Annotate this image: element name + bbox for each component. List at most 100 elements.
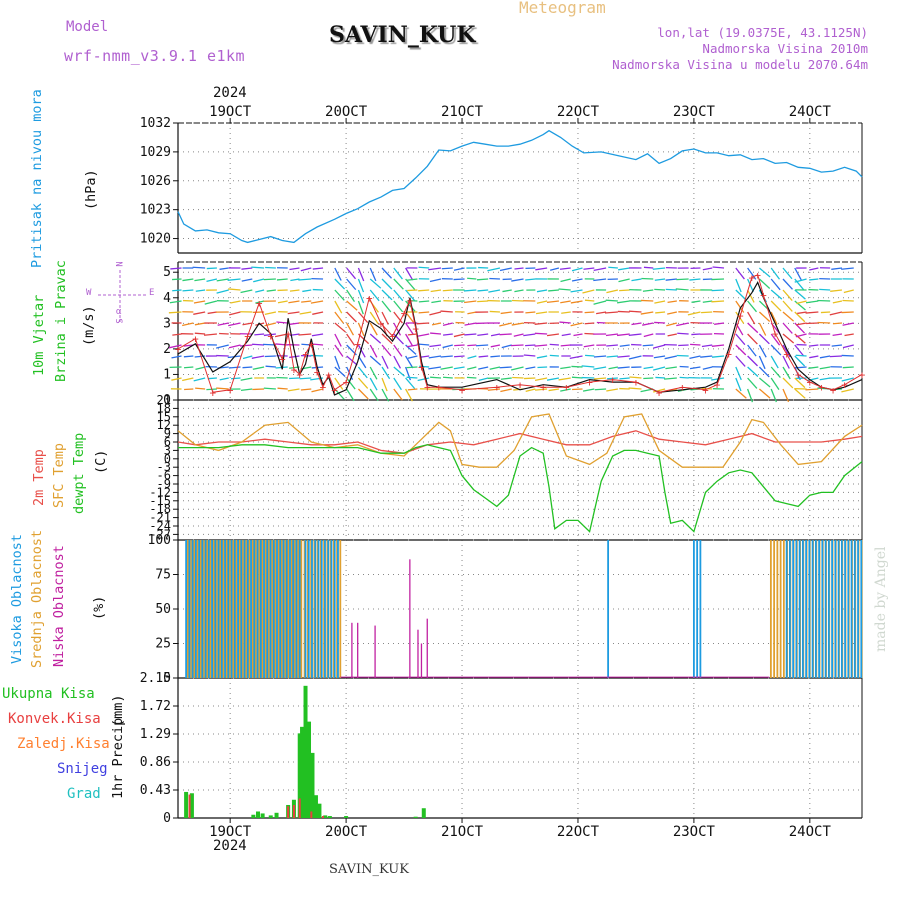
wind-arrow [687,311,701,316]
wind-arrow [301,300,312,303]
wind-arrow [525,311,536,314]
wind-arrow [842,366,854,369]
wind-arrow [453,267,465,271]
wind-arrow [616,333,630,337]
wind-arrow [665,278,677,281]
wind-arrow [182,278,194,282]
wind-arrow [393,322,402,336]
wind-arrow [582,289,595,294]
wind-arrow [534,377,548,382]
wind-arrow [182,289,194,292]
wind-arrow [711,300,725,303]
gust-marker: + [586,376,593,389]
wind-arrow [809,267,819,271]
wind-arrow [747,300,758,313]
total-precip-bar [297,733,302,818]
model-altitude-label: Nadmorska Visina u modelu 2070.64m [612,57,868,72]
wind-arrow [405,300,416,312]
wind-arrow [289,322,300,325]
wind-arrow [842,299,854,302]
wind-arrow [276,278,288,281]
t2m-label: 2m Temp [31,449,47,506]
wind-arrow [794,344,805,357]
wind-arrow [381,289,393,301]
wind-arrow [477,289,489,292]
gust-marker: + [737,310,744,323]
gust-marker: + [563,381,570,394]
wind-arrow [607,377,618,380]
wind-arrow [334,322,346,333]
gust-marker: + [494,381,501,394]
wind-arrow [240,377,253,381]
wind-arrow [416,333,430,338]
wind-arrow [665,366,677,370]
gust-marker: + [795,368,802,381]
wind-arrow [689,278,701,281]
wind-arrow [405,311,415,324]
gust-marker: + [540,381,547,394]
x-tick-label-top: 23OCT [673,104,716,120]
precip-unit: (mm) [110,694,126,727]
precip-label: 1hr Precip [110,717,126,799]
wind-arrow [831,267,843,270]
wind-arrow [290,278,300,282]
wind-arrow [453,366,465,370]
pressure-label: Pritisak na nivou mora [29,89,45,268]
wind-arrow [667,311,677,315]
legend-snow: Snijeg [57,761,108,777]
wind-arrow [466,376,477,379]
wind-arrow [794,377,806,389]
wind-arrow [369,289,380,302]
wind-arrow [381,366,391,380]
wind-arrow [346,289,356,302]
wind-arrow [369,322,378,336]
wind-arrow [794,289,806,300]
wind-arrow [795,333,807,338]
wind-arrow [182,322,194,327]
y-tick-label: 100 [148,533,171,548]
wind-arrow [735,278,742,293]
wind-arrow [758,333,770,345]
wind-arrow [794,355,806,367]
y-tick-label: 5 [163,265,171,280]
wind-arrow [782,333,795,344]
wind-arrow [664,377,677,380]
x-tick-label-bottom: 20OCT [325,824,368,840]
wind-arrow [525,388,536,393]
total-precip-bar [274,812,279,818]
wind-arrow [536,355,548,359]
gust-marker: + [343,376,350,389]
wind-arrow [255,289,265,293]
wind-arrow [312,267,324,270]
wind-arrow [796,300,807,305]
mid-cloud-label: Srednja Oblacnost [29,529,45,668]
gust-marker: + [302,348,309,361]
wind-arrow [770,377,780,391]
wind-arrow [770,289,783,300]
wind-arrow [467,344,477,347]
temp-unit: (C) [93,449,109,474]
wind-arrow [758,322,767,336]
wind-arrow [171,377,182,381]
gust-marker: + [725,348,732,361]
y-tick-label: 1 [163,367,171,382]
wind-arrow [794,388,806,399]
wind-arrow [594,388,607,391]
compass-n: N [115,261,126,267]
wind-arrow [240,344,253,347]
conv-precip-bar [321,816,324,818]
wind-arrow [679,376,689,379]
y-tick-label: 0 [164,452,171,466]
total-precip-bar [317,803,322,818]
gust-marker: + [609,374,616,387]
wind-label-1: 10m Vjetar [31,294,47,376]
wind-arrow [702,267,713,271]
wind-arrow [490,355,501,358]
wind-arrow [534,332,548,335]
wind-arrow [770,311,778,325]
wind-arrow [794,267,803,281]
wind-arrow [525,366,536,370]
wind-arrow [406,366,418,369]
wind-arrow [406,278,418,281]
wind-arrow [666,322,678,327]
